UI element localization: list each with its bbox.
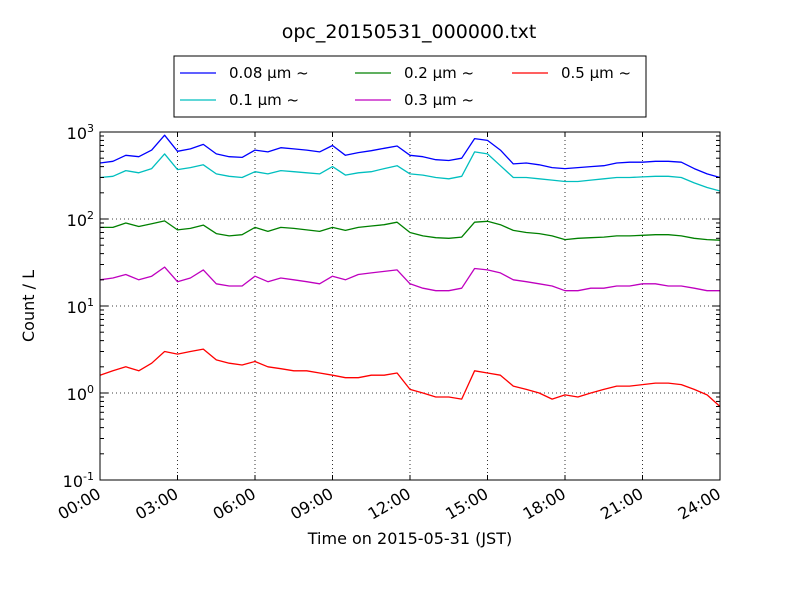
x-tick-label: 12:00 [365,484,414,524]
x-tick-labels: 00:00 03:00 06:00 09:00 12:00 15:00 18:00 21:00… [55,484,724,524]
series-line-2 [100,220,721,241]
y-tick-label: 102 [67,209,94,230]
y-tick-labels: 10-1 100 101 102 103 [63,122,94,491]
x-tick-label: 24:00 [675,484,724,524]
x-tick-label: 09:00 [287,484,336,524]
chart-title: opc_20150531_000000.txt [282,21,537,43]
series-line-0 [99,134,721,179]
series-line-3 [99,266,720,292]
legend-label-1: 0.1 μm ~ [229,91,299,109]
y-tick-label: 10-1 [63,470,94,491]
x-tick-label: 03:00 [132,484,181,524]
x-tick-label: 06:00 [210,484,259,524]
x-tick-label: 15:00 [442,484,491,524]
x-axis-label: Time on 2015-05-31 (JST) [307,529,512,548]
legend-box [173,55,647,118]
axis-ticks [99,131,721,481]
series-lines [99,134,721,407]
y-tick-label: 101 [67,296,94,317]
legend-label-0: 0.08 μm ~ [229,64,309,82]
series-line-1 [99,151,721,192]
y-tick-label: 100 [67,383,94,404]
legend-label-4: 0.5 μm ~ [561,64,631,82]
legend-label-2: 0.2 μm ~ [404,64,474,82]
y-tick-label: 103 [67,122,94,143]
x-tick-label: 18:00 [520,484,569,524]
y-axis-label: Count / L [19,270,38,342]
series-line-4 [99,348,721,407]
x-tick-label: 21:00 [597,484,646,524]
legend: 0.08 μm ~ 0.1 μm ~ 0.2 μm ~ 0.3 μm ~ 0.5 μm … [173,55,647,118]
legend-label-3: 0.3 μm ~ [404,91,474,109]
grid-lines [100,132,720,480]
